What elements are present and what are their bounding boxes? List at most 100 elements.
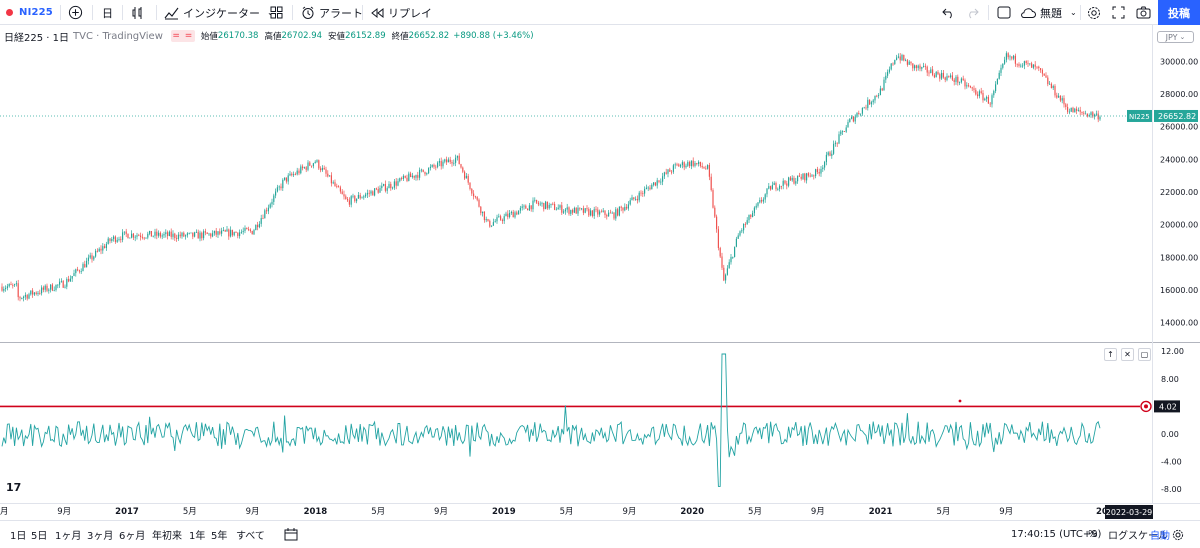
candle-body — [422, 169, 424, 172]
replay-button[interactable]: リプレイ — [370, 0, 432, 25]
range-button[interactable]: 1ヶ月 — [55, 531, 82, 542]
compare-date-icon[interactable] — [284, 521, 298, 548]
candle-body — [602, 210, 604, 212]
candle-body — [474, 196, 476, 198]
bar-style-icon[interactable] — [131, 0, 145, 25]
interval-label: 日 — [102, 6, 113, 20]
range-button[interactable]: 1日 — [10, 531, 27, 542]
candle-body — [730, 257, 732, 263]
candle-body — [89, 255, 91, 258]
candle-body — [379, 188, 381, 193]
candle-body — [942, 72, 944, 78]
undo-icon[interactable] — [942, 0, 955, 25]
candle-body — [629, 200, 631, 205]
candle-body — [77, 269, 79, 271]
candle-body — [838, 134, 840, 144]
range-button[interactable]: 3ヶ月 — [87, 531, 114, 542]
candle-body — [975, 89, 977, 95]
indicators-button[interactable]: インジケーター ⌄ — [164, 0, 274, 25]
candle-body — [113, 236, 115, 239]
candle-body — [552, 203, 554, 205]
cloud-icon — [1021, 7, 1036, 18]
candle-body — [210, 233, 212, 237]
candle-body — [807, 173, 809, 176]
candle-body — [24, 295, 26, 297]
candle-body — [986, 96, 988, 99]
legend-title[interactable]: 日経225 · 1日 — [4, 32, 69, 44]
tradingview-logo: 17 — [6, 481, 21, 494]
candle-body — [14, 284, 16, 286]
interval-button[interactable]: 日 — [102, 0, 113, 25]
candle-body — [260, 218, 262, 224]
publish-button[interactable]: 投稿 — [1158, 0, 1200, 25]
candle-body — [127, 233, 129, 239]
candle-body — [1052, 85, 1054, 89]
candle-body — [995, 84, 997, 92]
candle-body — [528, 205, 530, 211]
legend-flag[interactable]: = = — [170, 30, 195, 42]
candle-body — [1059, 95, 1061, 101]
range-button[interactable]: 年初来 — [152, 531, 182, 542]
candle-body — [230, 229, 232, 237]
candle-body — [755, 205, 757, 208]
oscillator-tick-label: -4.00 — [1161, 458, 1182, 467]
candle-body — [208, 233, 210, 235]
percent-toggle[interactable]: % — [1088, 529, 1098, 540]
layout-name-button[interactable]: 無題 ⌄ — [1020, 0, 1077, 25]
candle-body — [1079, 109, 1081, 112]
chart-canvas[interactable]: 14000.00 16000.00 18000.00 20000.00 22000.00… — [0, 25, 1200, 520]
candle-body — [312, 163, 314, 167]
range-button[interactable]: すべて — [236, 531, 265, 542]
layout-icon[interactable] — [997, 0, 1011, 25]
log-scale-toggle[interactable]: ログスケール — [1108, 531, 1168, 542]
symbol-search[interactable]: NI225 — [6, 0, 53, 25]
candle-body — [32, 290, 34, 295]
candle-body — [944, 77, 946, 80]
candle-body — [368, 192, 370, 194]
redo-icon[interactable] — [966, 0, 979, 25]
candle-body — [797, 175, 799, 182]
maximize-pane-icon[interactable]: ▢ — [1138, 348, 1151, 361]
gear-icon[interactable] — [1172, 521, 1184, 548]
candle-body — [154, 231, 156, 236]
add-symbol-icon[interactable] — [68, 0, 83, 25]
range-button[interactable]: 1年 — [189, 531, 206, 542]
currency-button[interactable]: JPY ⌄ — [1157, 31, 1194, 43]
candle-body — [1085, 113, 1087, 115]
candle-body — [294, 174, 296, 176]
candle-body — [852, 116, 854, 122]
range-button[interactable]: 5年 — [211, 531, 228, 542]
move-up-icon[interactable]: ↑ — [1104, 348, 1117, 361]
camera-icon[interactable] — [1136, 0, 1151, 25]
candle-body — [892, 63, 894, 65]
fullscreen-icon[interactable] — [1112, 0, 1125, 25]
candle-body — [698, 161, 700, 164]
candle-body — [408, 173, 410, 181]
candle-body — [800, 176, 802, 179]
clock[interactable]: 17:40:15 (UTC+9) — [1011, 529, 1102, 540]
candle-body — [469, 182, 471, 190]
candle-body — [298, 170, 300, 174]
close-pane-icon[interactable]: ✕ — [1121, 348, 1134, 361]
candle-body — [300, 166, 302, 174]
candle-body — [37, 292, 39, 294]
candle-body — [708, 165, 710, 177]
candle-body — [1094, 114, 1096, 117]
candle-body — [496, 217, 498, 222]
alert-button[interactable]: アラート — [301, 0, 363, 25]
range-button[interactable]: 5日 — [31, 531, 48, 542]
candle-body — [699, 161, 701, 166]
candle-body — [860, 113, 862, 115]
candle-body — [17, 283, 19, 298]
candle-body — [503, 216, 505, 222]
templates-icon[interactable] — [270, 0, 283, 25]
candle-body — [1083, 112, 1085, 114]
candle-body — [784, 180, 786, 184]
auto-scale-toggle[interactable]: 自動 — [1150, 531, 1170, 542]
candle-body — [971, 87, 973, 89]
range-button[interactable]: 6ヶ月 — [119, 531, 146, 542]
settings-icon[interactable] — [1087, 0, 1101, 25]
candle-body — [262, 218, 264, 219]
candle-body — [30, 290, 32, 295]
candle-body — [1063, 98, 1065, 105]
